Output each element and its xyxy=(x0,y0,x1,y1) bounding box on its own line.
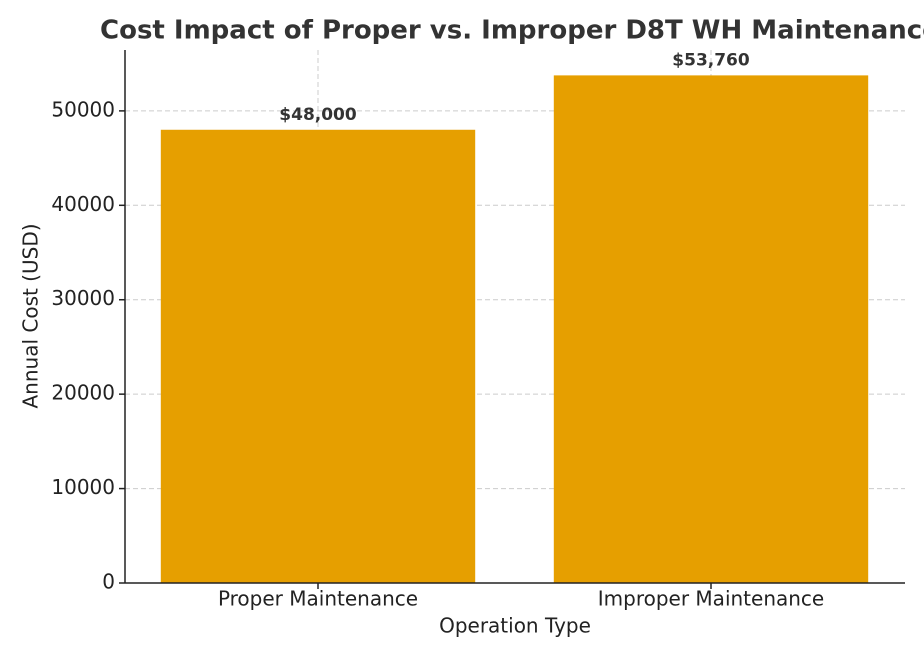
y-tick-label: 0 xyxy=(102,570,115,594)
bar xyxy=(553,75,869,583)
y-tick-label: 20000 xyxy=(51,381,115,405)
y-tick-label: 50000 xyxy=(51,97,115,121)
y-tick-label: 10000 xyxy=(51,475,115,499)
value-label: $53,760 xyxy=(672,50,750,70)
x-tick-label: Improper Maintenance xyxy=(598,587,824,611)
chart-title: Cost Impact of Proper vs. Improper D8T W… xyxy=(100,16,924,46)
y-tick-label: 40000 xyxy=(51,192,115,216)
x-axis-label: Operation Type xyxy=(439,614,591,638)
value-label: $48,000 xyxy=(279,105,357,125)
bar xyxy=(160,129,476,583)
y-tick-label: 30000 xyxy=(51,286,115,310)
y-axis-label: Annual Cost (USD) xyxy=(19,223,43,408)
x-tick-label: Proper Maintenance xyxy=(218,587,418,611)
